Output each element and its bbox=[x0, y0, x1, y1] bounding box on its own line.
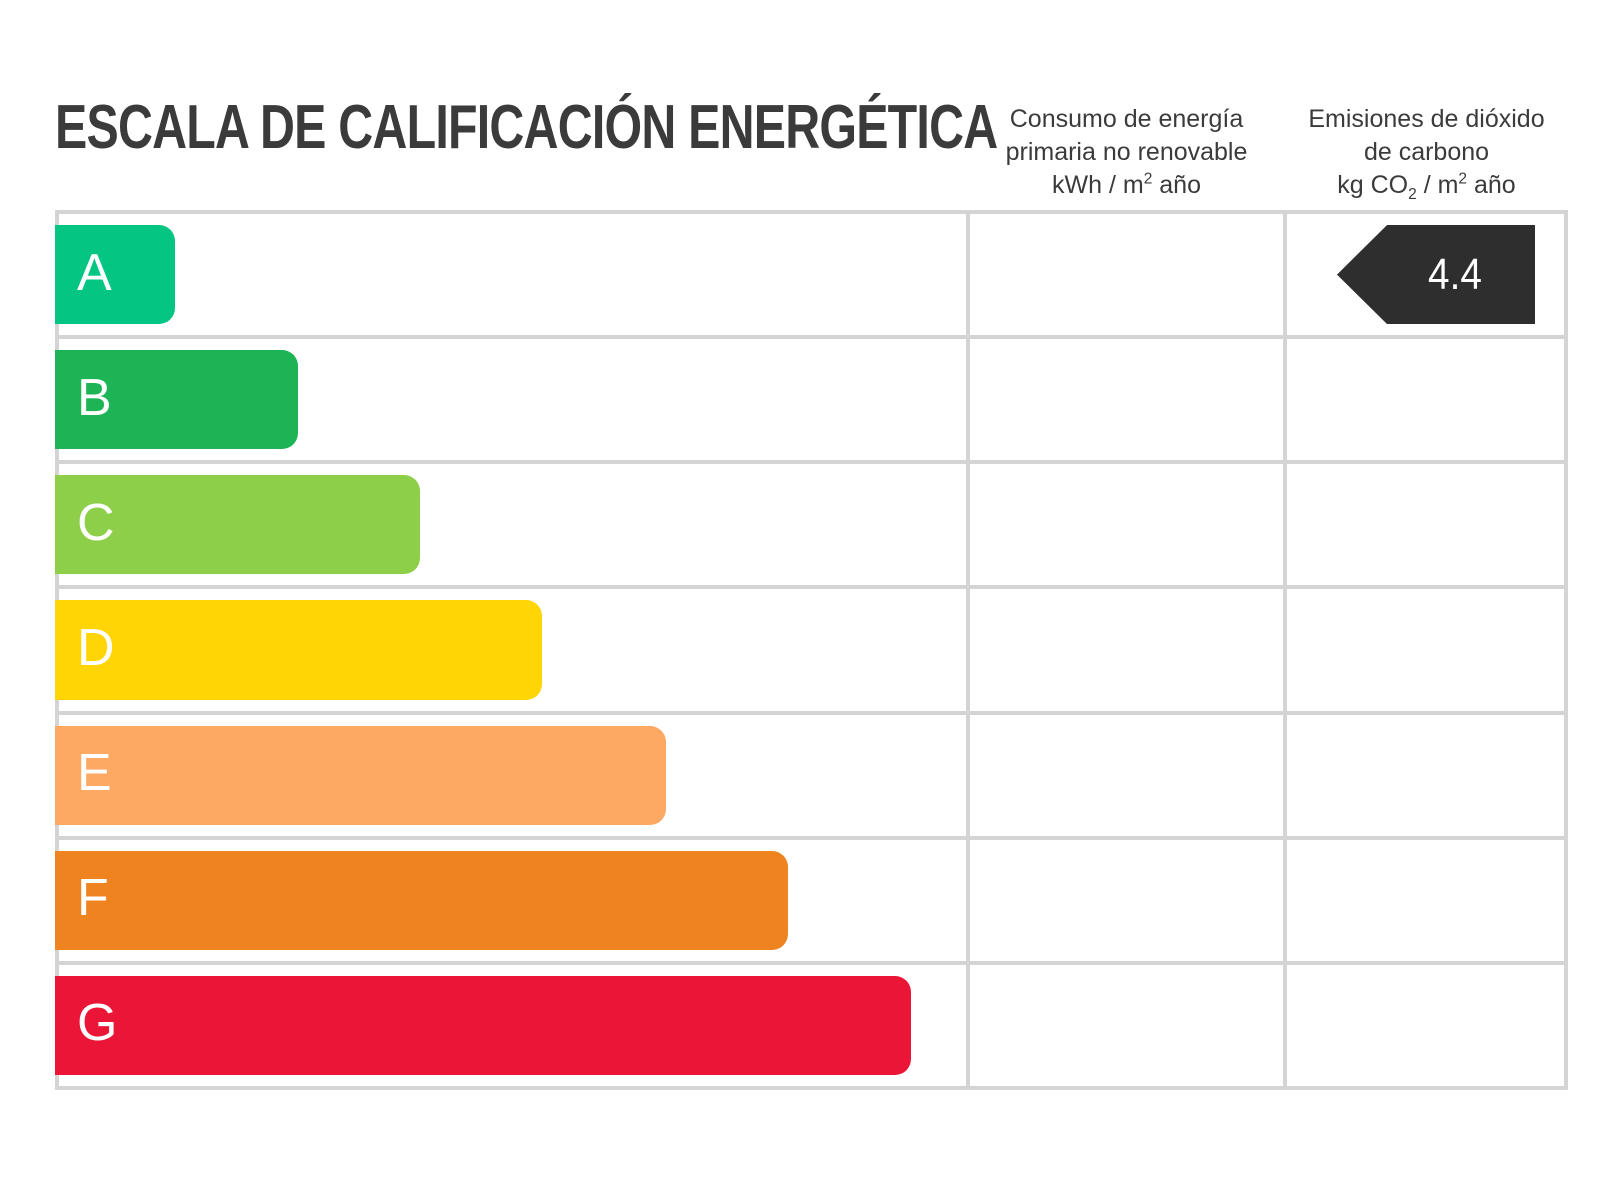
emissions-cell-d bbox=[1287, 589, 1564, 711]
page-title: ESCALA DE CALIFICACIÓN ENERGÉTICA bbox=[55, 93, 998, 162]
consumption-cell-g bbox=[970, 964, 1283, 1086]
rating-letter-b: B bbox=[77, 368, 112, 427]
rating-letter-c: C bbox=[77, 493, 115, 552]
rating-bar-e: E bbox=[55, 725, 666, 825]
column-header-emissions: Emisiones de dióxido de carbono kg CO2 /… bbox=[1285, 103, 1568, 202]
consumption-cell-c bbox=[970, 464, 1283, 586]
emissions-cell-g bbox=[1287, 964, 1564, 1086]
rating-bar-cell-g: G bbox=[55, 964, 966, 1086]
rating-bar-d: D bbox=[55, 600, 542, 700]
rating-bar-cell-d: D bbox=[55, 589, 966, 711]
consumption-cell-b bbox=[970, 339, 1283, 461]
consumption-header-unit: kWh / m2 año bbox=[1052, 170, 1201, 199]
emissions-arrow-tag: 4.4 bbox=[1337, 225, 1535, 325]
consumption-header-line2: primaria no renovable bbox=[1005, 138, 1248, 166]
consumption-header-line1: Consumo de energía bbox=[1009, 105, 1244, 133]
rating-letter-f: F bbox=[77, 869, 109, 928]
rating-bar-cell-f: F bbox=[55, 839, 966, 961]
rating-bar-b: B bbox=[55, 350, 298, 450]
rating-bar-cell-c: C bbox=[55, 464, 966, 586]
emissions-header-line2: de carbono bbox=[1363, 138, 1490, 166]
rating-letter-g: G bbox=[77, 994, 118, 1053]
consumption-cell-e bbox=[970, 714, 1283, 836]
rating-bar-g: G bbox=[55, 975, 911, 1075]
emissions-cell-c bbox=[1287, 464, 1564, 586]
emissions-cell-f bbox=[1287, 839, 1564, 961]
emissions-header-line1: Emisiones de dióxido bbox=[1308, 105, 1545, 133]
rating-letter-e: E bbox=[77, 744, 112, 803]
emissions-cell-b bbox=[1287, 339, 1564, 461]
consumption-cell-a bbox=[970, 214, 1283, 336]
rating-bar-f: F bbox=[55, 850, 788, 950]
rating-bar-cell-e: E bbox=[55, 714, 966, 836]
consumption-cell-f bbox=[970, 839, 1283, 961]
emissions-cell-a: 4.4 bbox=[1287, 214, 1564, 336]
rating-letter-d: D bbox=[77, 618, 115, 677]
rating-bar-cell-b: B bbox=[55, 339, 966, 461]
rating-bar-a: A bbox=[55, 225, 175, 325]
rating-bar-cell-a: A bbox=[55, 214, 966, 336]
emissions-header-unit: kg CO2 / m2 año bbox=[1337, 170, 1516, 203]
column-header-consumption: Consumo de energía primaria no renovable… bbox=[968, 103, 1285, 202]
rating-bar-c: C bbox=[55, 475, 420, 575]
emissions-cell-e bbox=[1287, 714, 1564, 836]
emissions-value: 4.4 bbox=[1428, 249, 1483, 299]
rating-scale-table: A 4.4 B C D bbox=[55, 210, 1568, 1090]
consumption-cell-d bbox=[970, 589, 1283, 711]
rating-letter-a: A bbox=[77, 243, 112, 302]
